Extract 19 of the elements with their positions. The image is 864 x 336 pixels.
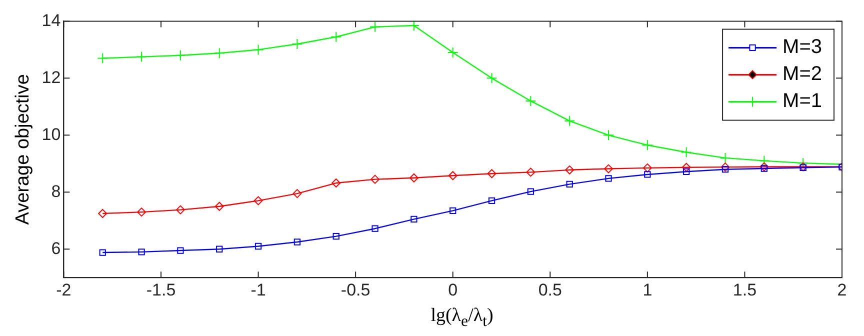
legend-label: M=2 (782, 63, 822, 86)
x-tick-label: 0 (448, 280, 458, 300)
y-tick-label: 10 (42, 124, 61, 144)
y-axis-title: Average objective (12, 74, 34, 225)
x-tick-label: 0.5 (538, 280, 562, 300)
x-tick-label: 2 (837, 280, 847, 300)
y-tick-label: 8 (51, 182, 61, 201)
y-tick-label: 6 (51, 238, 61, 258)
x-tick-label: -2 (56, 280, 72, 300)
x-tick-label: 1.5 (732, 280, 757, 300)
y-tick-label: 14 (42, 10, 61, 30)
x-tick-label: -0.5 (340, 280, 370, 300)
legend-label: M=1 (782, 90, 822, 112)
x-tick-label: 1 (642, 280, 652, 300)
y-tick-label: 12 (42, 68, 61, 87)
legend-label: M=3 (782, 36, 822, 58)
x-axis-title: lg(λ$_{e}$/λ$_{t}$) (430, 304, 494, 332)
x-tick-label: -1.5 (146, 280, 176, 300)
x-tick-label: -1 (250, 280, 266, 300)
